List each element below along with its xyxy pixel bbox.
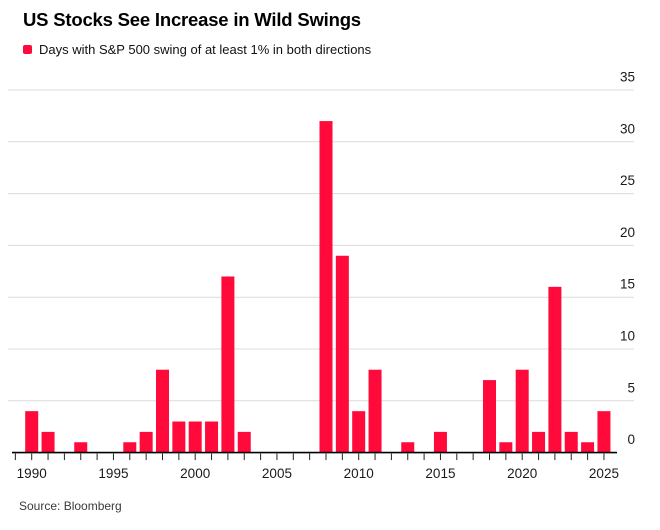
bar-2000 (188, 421, 202, 453)
legend: Days with S&P 500 swing of at least 1% i… (23, 42, 371, 57)
bar-1993 (74, 442, 88, 453)
y-axis-label: 25 (620, 173, 635, 188)
source-text: Source: Bloomberg (19, 499, 122, 513)
bar-2015 (433, 431, 447, 453)
x-axis-label: 2000 (180, 466, 210, 481)
y-axis-label: 10 (620, 329, 635, 344)
bar-2025 (597, 411, 611, 453)
bar-1991 (41, 431, 55, 453)
x-axis-label: 1990 (17, 466, 47, 481)
x-axis-label: 2020 (507, 466, 537, 481)
bar-2021 (532, 431, 546, 453)
x-axis-label: 2010 (344, 466, 374, 481)
bar-2002 (221, 276, 235, 453)
bar-2024 (581, 442, 595, 453)
bar-2003 (237, 431, 251, 453)
bar-1998 (156, 369, 169, 453)
page-title: US Stocks See Increase in Wild Swings (23, 9, 361, 30)
y-axis-label: 35 (620, 70, 635, 85)
x-axis-label: 2015 (425, 466, 455, 481)
y-axis-label: 5 (627, 380, 635, 395)
bar-2001 (205, 421, 219, 453)
bar-1999 (172, 421, 186, 453)
bar-2019 (499, 442, 513, 453)
bar-1997 (139, 431, 153, 453)
y-axis-label: 0 (627, 432, 635, 447)
bar-2022 (548, 286, 562, 453)
x-axis-label: 1995 (98, 466, 128, 481)
legend-swatch-icon (23, 45, 32, 54)
legend-label: Days with S&P 500 swing of at least 1% i… (39, 42, 372, 57)
y-axis-label: 20 (620, 225, 635, 240)
bar-2020 (515, 369, 529, 453)
bar-1996 (123, 442, 137, 453)
bar-2009 (335, 255, 349, 453)
x-axis-label: 2025 (589, 466, 619, 481)
bar-1990 (25, 411, 39, 453)
y-axis-label: 30 (620, 121, 635, 136)
bar-2018 (483, 380, 496, 453)
bar-2010 (352, 411, 366, 453)
y-axis-label: 15 (620, 277, 635, 292)
x-axis-label: 2005 (262, 466, 292, 481)
bar-2023 (564, 431, 578, 453)
bar-2008 (319, 121, 333, 453)
bar-2013 (401, 442, 415, 453)
bar-2011 (368, 369, 382, 453)
